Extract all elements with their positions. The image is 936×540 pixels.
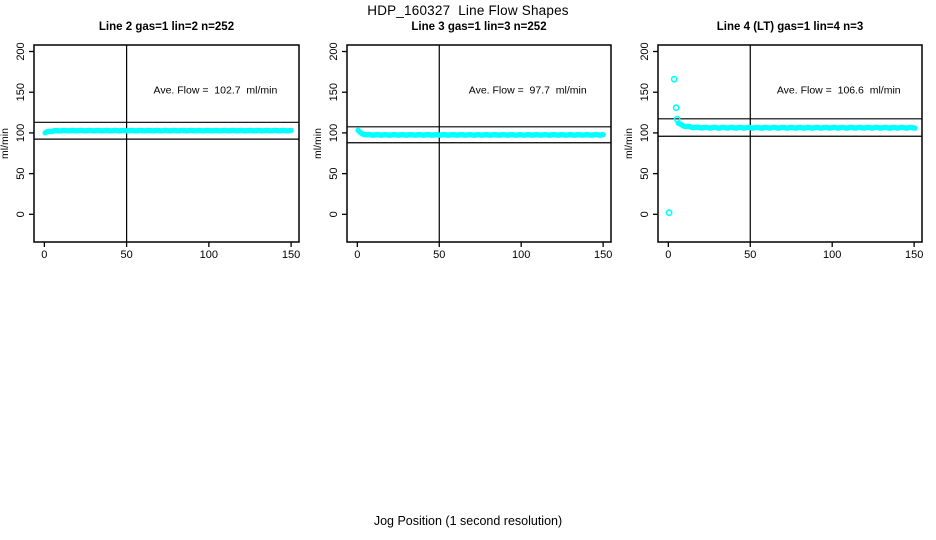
data-point [912, 125, 918, 131]
y-tick-label: 200 [328, 42, 340, 60]
panel-title-line-4: Line 4 (LT) gas=1 lin=4 n=3 [716, 21, 864, 33]
y-tick-label: 200 [15, 42, 27, 60]
y-tick-label: 0 [15, 211, 27, 217]
annotation-text: Ave. Flow = 97.7 ml/min [469, 84, 587, 96]
y-tick-label: 50 [639, 167, 651, 179]
y-tick-label: 100 [15, 124, 27, 142]
y-tick-label: 150 [15, 83, 27, 101]
plot-box [33, 44, 300, 243]
y-tick-label: 100 [639, 124, 651, 142]
data-points [665, 75, 918, 217]
x-tick-label: 0 [41, 249, 47, 261]
plot-box [346, 44, 612, 243]
y-tick-label: 150 [328, 83, 340, 101]
annotation-text: Ave. Flow = 106.6 ml/min [777, 84, 901, 96]
x-tick-label: 50 [433, 249, 445, 261]
x-tick-label: 150 [905, 249, 923, 261]
x-tick-label: 100 [823, 249, 841, 261]
annotation-text: Ave. Flow = 102.7 ml/min [154, 84, 278, 96]
y-tick-label: 0 [639, 211, 651, 217]
y-tick-label: 50 [15, 167, 27, 179]
panel-line-4: 0 50 100 150 200 0 50 100 150 ml/min Ave. Flow = 1… [623, 42, 923, 261]
data-points [42, 127, 294, 136]
panel-title-line-2: Line 2 gas=1 lin=2 n=252 [98, 21, 235, 33]
x-tick-label: 150 [282, 249, 300, 261]
x-tick-label: 100 [512, 249, 530, 261]
x-tick-label: 100 [200, 249, 218, 261]
panel-line-3: 0 50 100 150 200 0 50 100 150 ml/min Ave. Flow = 9… [312, 42, 612, 261]
x-tick-label: 50 [120, 249, 132, 261]
y-tick-label: 200 [639, 42, 651, 60]
y-tick-label: 100 [328, 124, 340, 142]
outlier-point [670, 75, 678, 83]
panel-line-2: 0 50 100 150 200 0 50 100 150 ml/min Ave. Flow = 1… [0, 42, 300, 261]
x-tick-label: 0 [665, 249, 671, 261]
figure-title: HDP_160327 Line Flow Shapes [367, 3, 569, 18]
y-axis-title: ml/min [0, 128, 11, 159]
outlier-point [673, 115, 681, 123]
outlier-point [665, 209, 673, 217]
y-tick-label: 150 [639, 83, 651, 101]
plot-box [657, 44, 923, 243]
data-points [355, 127, 606, 138]
x-axis-label: Jog Position (1 second resolution) [373, 514, 563, 528]
outlier-point [672, 104, 680, 112]
y-tick-label: 0 [328, 211, 340, 217]
y-axis-title: ml/min [623, 128, 635, 159]
panel-title-line-3: Line 3 gas=1 lin=3 n=252 [411, 21, 547, 33]
x-tick-label: 150 [594, 249, 612, 261]
x-tick-label: 0 [354, 249, 360, 261]
x-tick-label: 50 [744, 249, 756, 261]
data-point [600, 131, 606, 138]
data-point [288, 127, 294, 134]
y-tick-label: 50 [328, 167, 340, 179]
y-axis-title: ml/min [312, 128, 324, 159]
